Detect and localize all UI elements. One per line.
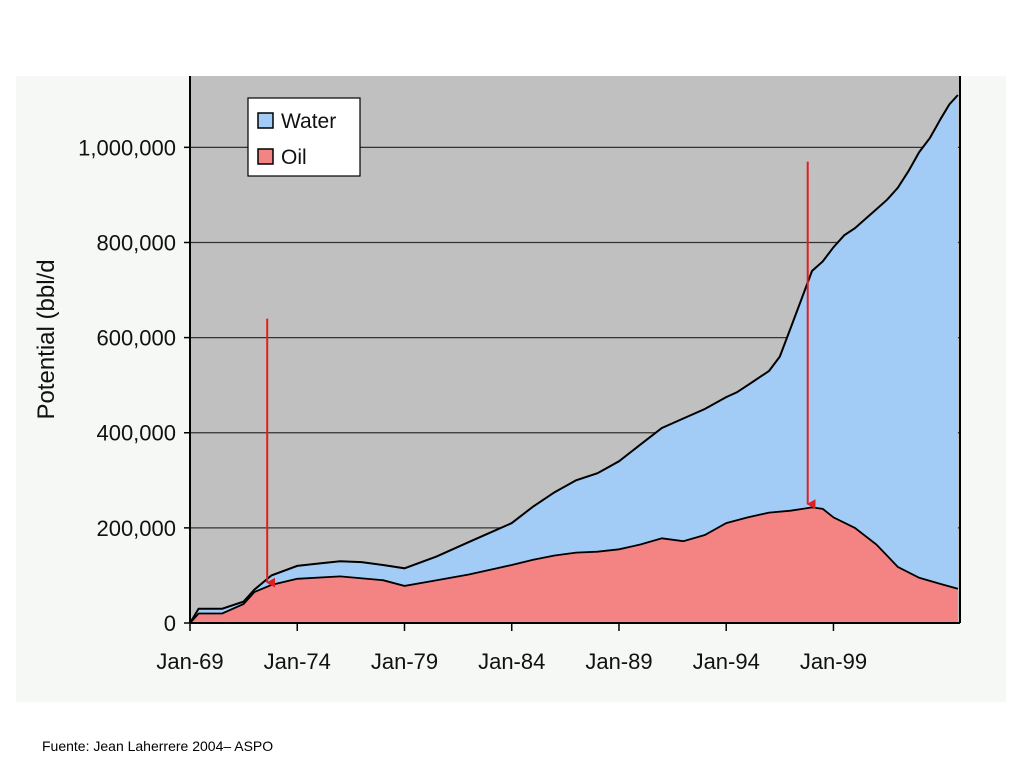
area-chart: 0 200,000 400,000 600,000 800,000 1,000,000 Ja…	[33, 76, 961, 674]
oil-area	[190, 507, 958, 623]
x-tick-label: Jan-89	[585, 649, 652, 674]
y-tick-label: 0	[164, 611, 176, 636]
y-tick-label: 600,000	[96, 326, 176, 351]
oil-line	[189, 506, 959, 624]
water-area	[190, 95, 958, 623]
legend-swatch-oil	[257, 148, 274, 165]
x-tick-label: Jan-94	[693, 649, 760, 674]
legend-label-oil: Oil	[281, 146, 307, 169]
x-tick-label: Jan-69	[156, 649, 223, 674]
y-axis-title: Potential (bbl/d	[33, 259, 60, 419]
figure-panel: 0 200,000 400,000 600,000 800,000 1,000,000 Ja…	[16, 76, 1006, 702]
y-tick-label: 800,000	[96, 230, 176, 255]
source-caption: Fuente: Jean Laherrere 2004– ASPO	[42, 738, 274, 754]
y-tick-label: 1,000,000	[78, 135, 176, 160]
legend-label-water: Water	[281, 110, 336, 133]
x-tick-label: Jan-99	[800, 649, 867, 674]
legend-swatch-water	[257, 112, 274, 129]
y-tick-label: 200,000	[96, 516, 176, 541]
total-line	[189, 94, 959, 624]
x-tick-label: Jan-79	[371, 649, 438, 674]
x-tick-label: Jan-74	[264, 649, 331, 674]
y-tick-label: 400,000	[96, 421, 176, 446]
x-tick-label: Jan-84	[478, 649, 545, 674]
